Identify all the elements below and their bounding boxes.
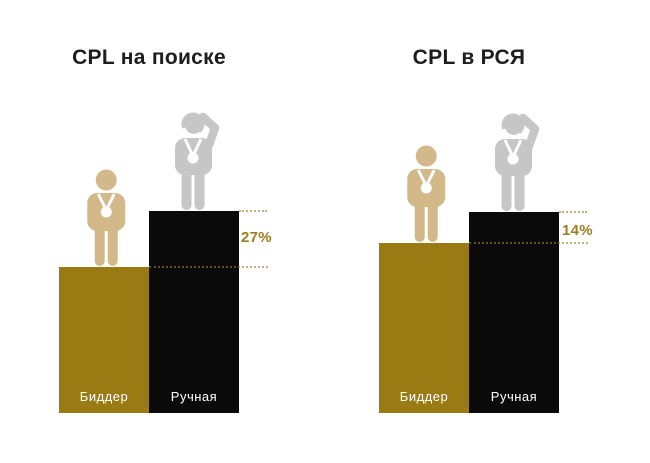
chart-title: CPL в РСЯ [412, 46, 526, 69]
bar-manual: Ручная [469, 113, 587, 413]
dotted-line-bidder-level [469, 242, 588, 244]
bar-bidder: Биддер [379, 145, 588, 413]
chart-title: CPL на поиске [72, 46, 226, 69]
bar-label-bidder: Биддер [79, 389, 129, 404]
bar-bidder: Биддер [59, 169, 268, 413]
bar-label-manual: Ручная [170, 389, 218, 404]
facepalm-medal-person-icon [484, 112, 544, 212]
bar-manual: Ручная [149, 112, 267, 413]
winner-medal-person-icon [398, 145, 454, 243]
bar-label-manual: Ручная [490, 389, 538, 404]
winner-medal-person-icon [78, 169, 134, 267]
dotted-line-bidder-level [149, 266, 268, 268]
dotted-line-manual-level [559, 211, 587, 213]
diff-percent-label: 27% [241, 229, 272, 246]
dotted-line-manual-level [239, 210, 267, 212]
bar-label-bidder: Биддер [399, 389, 449, 404]
facepalm-medal-person-icon [164, 111, 224, 211]
diff-percent-label: 14% [562, 222, 593, 239]
